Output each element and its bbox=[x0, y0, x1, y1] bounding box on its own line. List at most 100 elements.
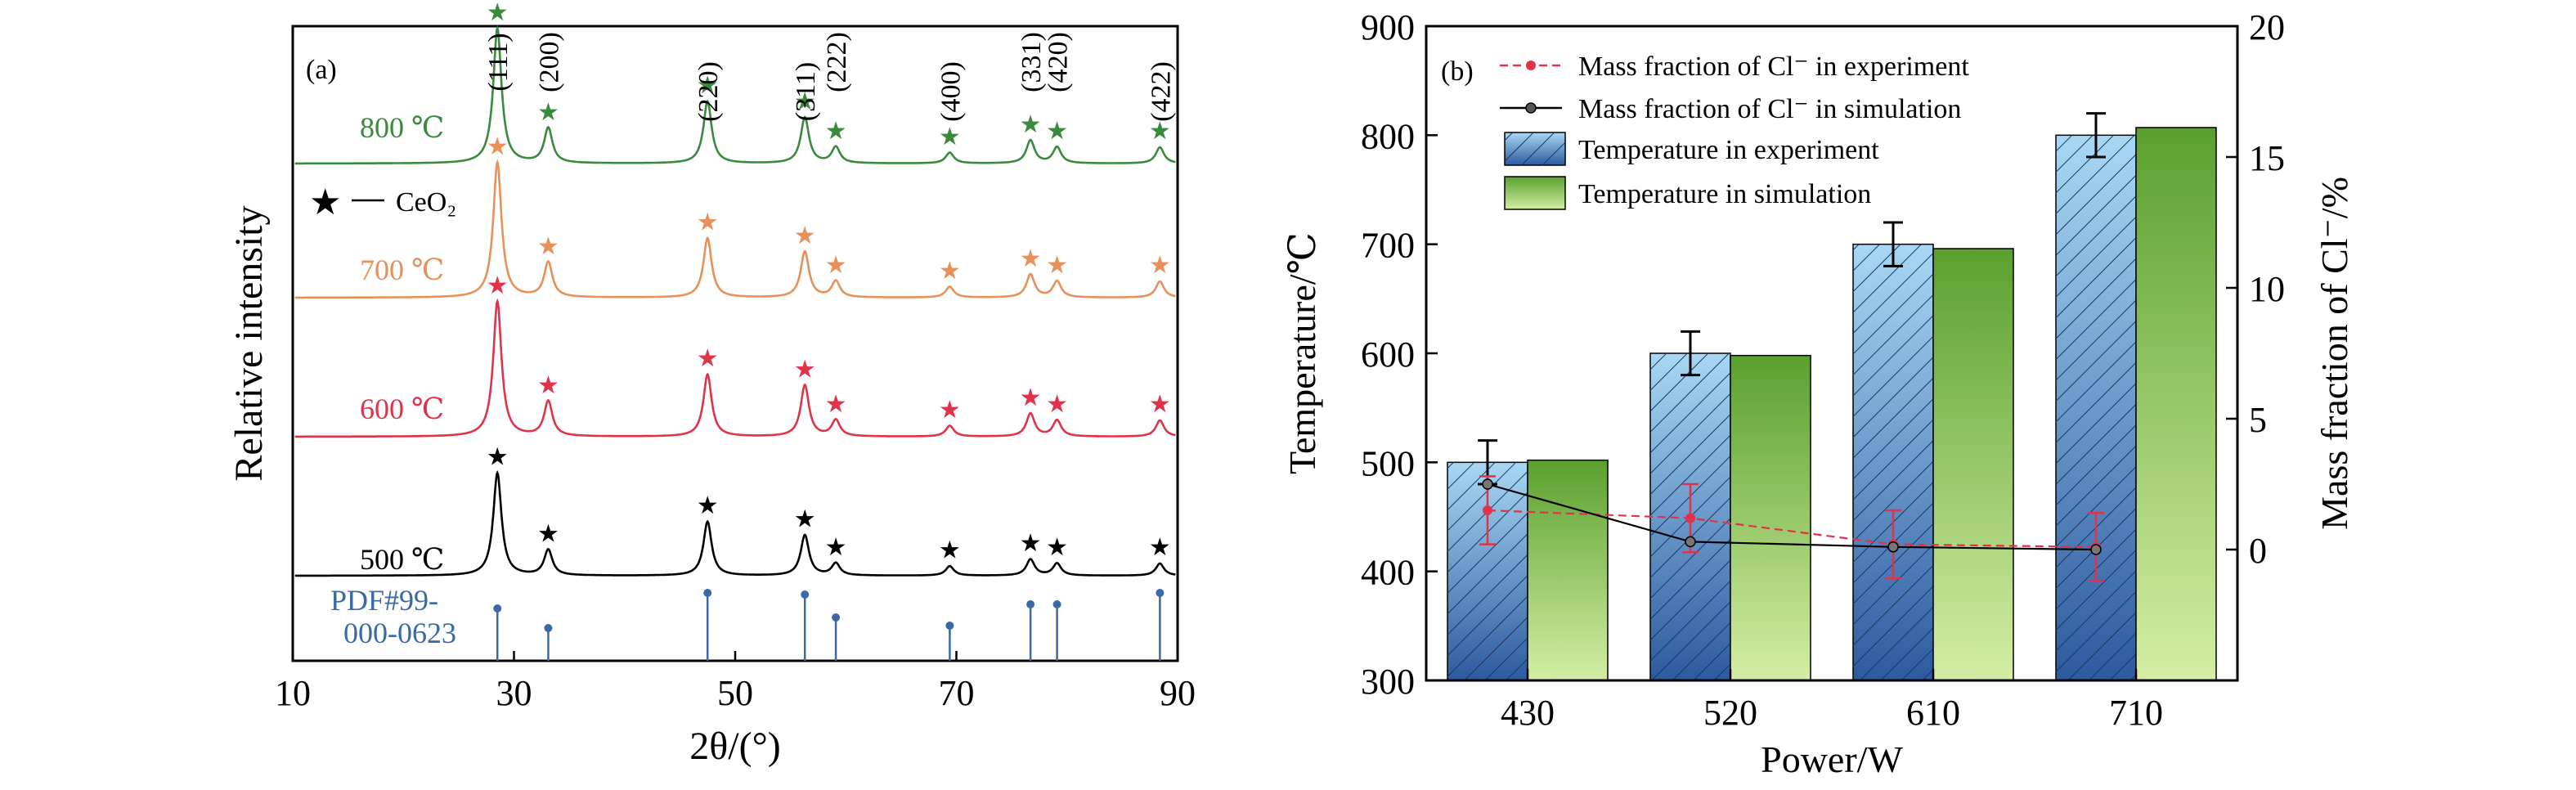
b-left-tick-label: 900 bbox=[1361, 7, 1415, 47]
peak-star-icon: ★ bbox=[1020, 529, 1042, 558]
panel-b-x-label: Power/W bbox=[1761, 738, 1903, 780]
peak-star-icon: ★ bbox=[1149, 251, 1171, 280]
legend-star-icon: ★ bbox=[309, 182, 341, 223]
xrd-line-2 bbox=[294, 298, 1176, 438]
legend-sim-cl-marker bbox=[1525, 102, 1537, 114]
peak-star-icon: ★ bbox=[487, 132, 509, 161]
peak-label: (222) bbox=[822, 32, 852, 92]
panel-b-right-ticks: 0 5 10 15 20 bbox=[2226, 7, 2285, 571]
peak-star-icon: ★ bbox=[794, 88, 816, 116]
peak-label: (220) bbox=[693, 61, 724, 122]
peak-label: (422) bbox=[1146, 61, 1176, 122]
peak-star-icon: ★ bbox=[794, 222, 816, 250]
cl-sim-point bbox=[1482, 478, 1493, 490]
panel-a-x-ticks: 10 30 50 70 90 bbox=[275, 651, 1196, 713]
panel-a-y-label: Relative intensity bbox=[227, 205, 271, 481]
a-x-tick-label: 70 bbox=[939, 673, 975, 713]
reference-stick-head bbox=[703, 589, 712, 597]
b-right-tick-label: 0 bbox=[2249, 531, 2267, 571]
peak-star-icon: ★ bbox=[939, 396, 961, 424]
peak-star-icon: ★ bbox=[537, 371, 559, 400]
b-x-tick-label: 430 bbox=[1501, 693, 1555, 733]
b-left-tick-label: 500 bbox=[1361, 443, 1415, 483]
xrd-series-label: 800 ℃ bbox=[360, 111, 444, 144]
cl-sim-point bbox=[1887, 541, 1899, 553]
b-x-tick-label: 610 bbox=[1906, 693, 1960, 733]
bar-temp-sim bbox=[1730, 354, 1811, 681]
peak-star-icon: ★ bbox=[487, 443, 509, 472]
b-right-tick-label: 5 bbox=[2249, 400, 2267, 440]
peak-star-icon: ★ bbox=[1020, 384, 1042, 412]
peak-star-icon: ★ bbox=[1046, 390, 1068, 419]
bar-temp-sim bbox=[2135, 127, 2217, 681]
bar-temp-exp-hatch bbox=[2056, 135, 2136, 681]
cl-sim-point bbox=[1685, 536, 1696, 548]
reference-label-line1: PDF#99- bbox=[330, 584, 438, 617]
peak-star-icon: ★ bbox=[825, 390, 847, 419]
legend-exp-temp-hatch bbox=[1505, 132, 1565, 165]
b-right-tick-label: 15 bbox=[2249, 138, 2285, 178]
peak-label: (200) bbox=[534, 32, 564, 92]
xrd-line-1 bbox=[294, 159, 1176, 299]
legend-sim-temp-swatch bbox=[1504, 176, 1566, 210]
legend-exp-temp: Temperature in experiment bbox=[1504, 132, 1879, 166]
peak-star-icon: ★ bbox=[1020, 245, 1042, 273]
a-x-tick-label: 30 bbox=[496, 673, 532, 713]
b-x-tick-label: 520 bbox=[1703, 693, 1757, 733]
panel-a-legend: ★ CeO₂ bbox=[309, 182, 456, 223]
peak-label: (111) bbox=[483, 33, 514, 91]
xrd-line-0 bbox=[294, 25, 1176, 165]
peak-star-icon: ★ bbox=[1149, 533, 1171, 562]
b-left-tick-label: 800 bbox=[1361, 116, 1415, 156]
b-right-tick-label: 20 bbox=[2249, 7, 2285, 47]
cl-exp-point bbox=[1483, 505, 1492, 515]
peak-star-icon: ★ bbox=[697, 71, 719, 100]
peak-star-icon: ★ bbox=[794, 505, 816, 534]
legend-exp-cl-marker bbox=[1526, 61, 1536, 70]
peak-star-icon: ★ bbox=[697, 344, 719, 373]
panel-a: (a) Relative intensity 2θ/(°) 10 30 50 70 90… bbox=[227, 0, 1196, 768]
panel-b-legend: Mass fraction of Cl⁻ in experiment Mass … bbox=[1500, 52, 1969, 210]
peak-star-icon: ★ bbox=[1149, 117, 1171, 146]
panel-b-bars bbox=[1447, 112, 2217, 681]
legend-sim-temp: Temperature in simulation bbox=[1504, 176, 1871, 210]
legend-exp-temp-label: Temperature in experiment bbox=[1578, 135, 1879, 165]
panel-a-x-label: 2θ/(°) bbox=[689, 725, 781, 768]
peak-star-icon: ★ bbox=[825, 117, 847, 146]
xrd-line-3 bbox=[294, 469, 1176, 577]
panel-b-y-label: Temperature/℃ bbox=[1281, 232, 1323, 474]
xrd-series-label: 700 ℃ bbox=[360, 254, 444, 286]
cl-sim-point bbox=[2090, 544, 2102, 555]
peak-star-icon: ★ bbox=[794, 355, 816, 384]
b-x-tick-label: 710 bbox=[2109, 693, 2163, 733]
peak-star-icon: ★ bbox=[1149, 390, 1171, 419]
peak-star-icon: ★ bbox=[939, 123, 961, 151]
legend-exp-cl: Mass fraction of Cl⁻ in experiment bbox=[1500, 52, 1969, 82]
legend-sim-cl-label: Mass fraction of Cl⁻ in simulation bbox=[1578, 94, 1961, 124]
peak-star-icon: ★ bbox=[1046, 533, 1068, 562]
xrd-series-label: 600 ℃ bbox=[360, 393, 444, 425]
peak-star-icon: ★ bbox=[537, 232, 559, 261]
reference-stick-head bbox=[832, 613, 841, 622]
panel-a-reference bbox=[493, 589, 1165, 661]
legend-sim-cl: Mass fraction of Cl⁻ in simulation bbox=[1500, 94, 1961, 124]
peak-star-icon: ★ bbox=[697, 208, 719, 236]
b-left-tick-label: 400 bbox=[1361, 553, 1415, 593]
peak-star-icon: ★ bbox=[697, 492, 719, 520]
b-left-tick-label: 600 bbox=[1361, 334, 1415, 375]
reference-stick-head bbox=[544, 624, 553, 632]
panel-a-series: 800 ℃★★★★★ ★ ★ ★ ★700 ℃★★★ ★★ ★ ★ ★ ★600 ℃★★★ ★★ ★ ★… bbox=[294, 0, 1176, 577]
panel-b-x-ticks: 430 520 610 710 bbox=[1501, 669, 2163, 733]
bar-temp-sim bbox=[1932, 248, 2014, 681]
peak-star-icon: ★ bbox=[825, 533, 847, 562]
panel-a-label: (a) bbox=[306, 55, 337, 85]
a-x-tick-label: 90 bbox=[1160, 673, 1196, 713]
peak-star-icon: ★ bbox=[1020, 110, 1042, 139]
peak-label: (331) bbox=[1016, 32, 1047, 92]
b-right-tick-label: 10 bbox=[2249, 269, 2285, 309]
b-left-tick-label: 700 bbox=[1361, 226, 1415, 266]
panel-b-label: (b) bbox=[1441, 56, 1474, 87]
reference-stick-head bbox=[945, 622, 954, 630]
legend-sim-temp-label: Temperature in simulation bbox=[1578, 179, 1871, 209]
